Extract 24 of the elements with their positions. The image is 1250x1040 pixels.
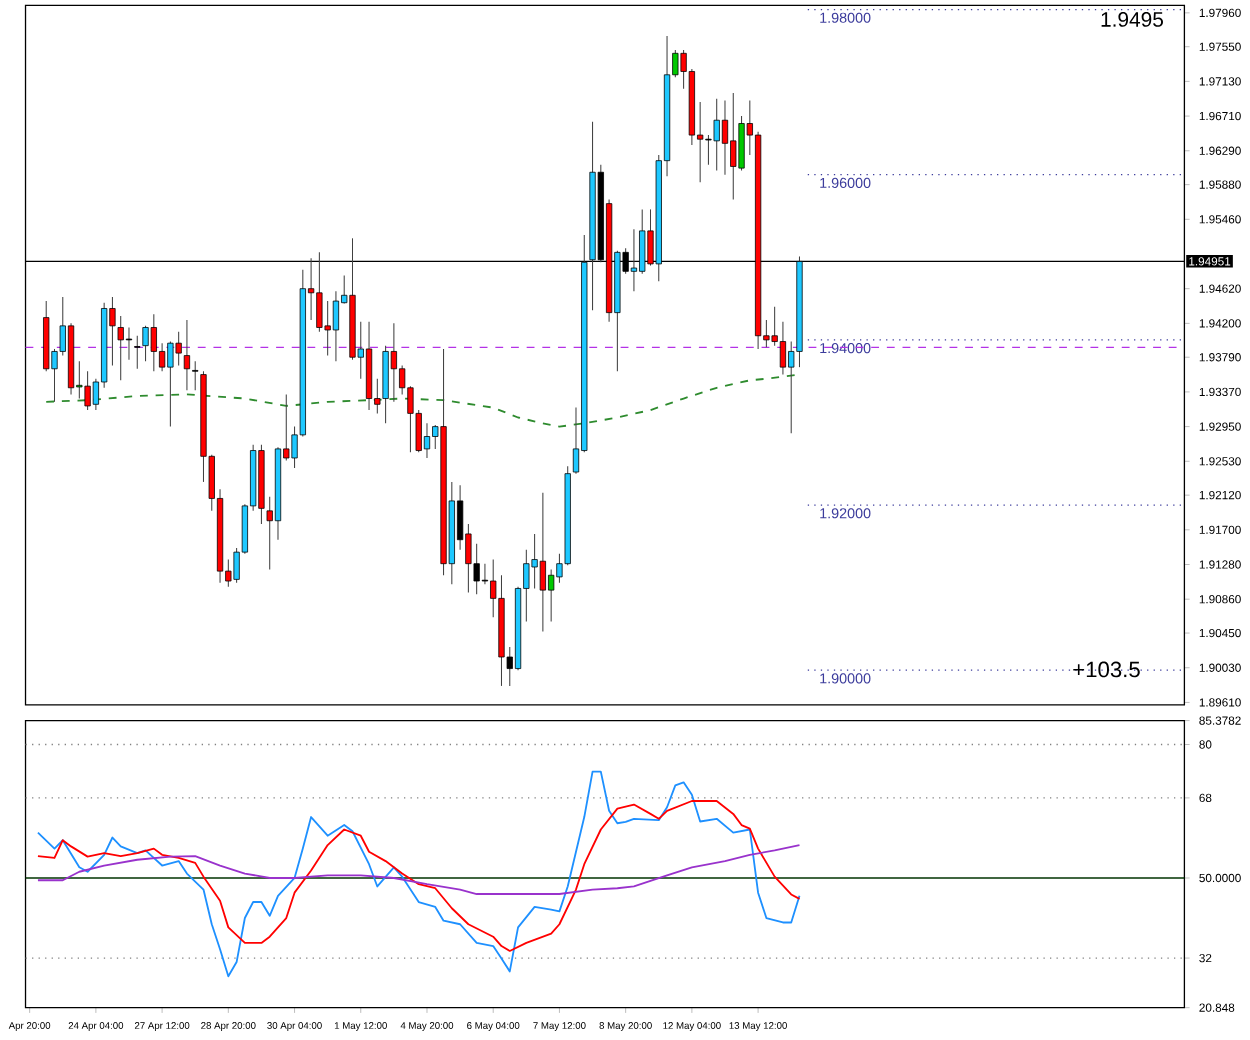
candlestick [332, 290, 340, 363]
candlestick [125, 327, 133, 361]
candlestick [779, 321, 787, 376]
line-series [37, 770, 801, 978]
candlestick [183, 319, 191, 391]
candlestick [175, 331, 182, 367]
candlestick [382, 345, 389, 425]
candlestick [150, 313, 157, 372]
candlestick [721, 100, 729, 176]
candlestick [324, 300, 331, 357]
candlestick [738, 115, 745, 172]
candlestick [192, 361, 199, 391]
candlestick [84, 370, 91, 411]
candlestick [730, 92, 737, 201]
annotation: +103.5 [1073, 661, 1140, 678]
candlestick [117, 315, 124, 382]
line-series [45, 373, 801, 428]
annotation: 1.9495 [1101, 12, 1163, 28]
candlestick [167, 341, 174, 428]
line-series [37, 800, 801, 953]
candlestick [713, 98, 720, 172]
candlestick [142, 325, 149, 363]
candlestick [531, 533, 538, 590]
candlestick [134, 335, 141, 370]
